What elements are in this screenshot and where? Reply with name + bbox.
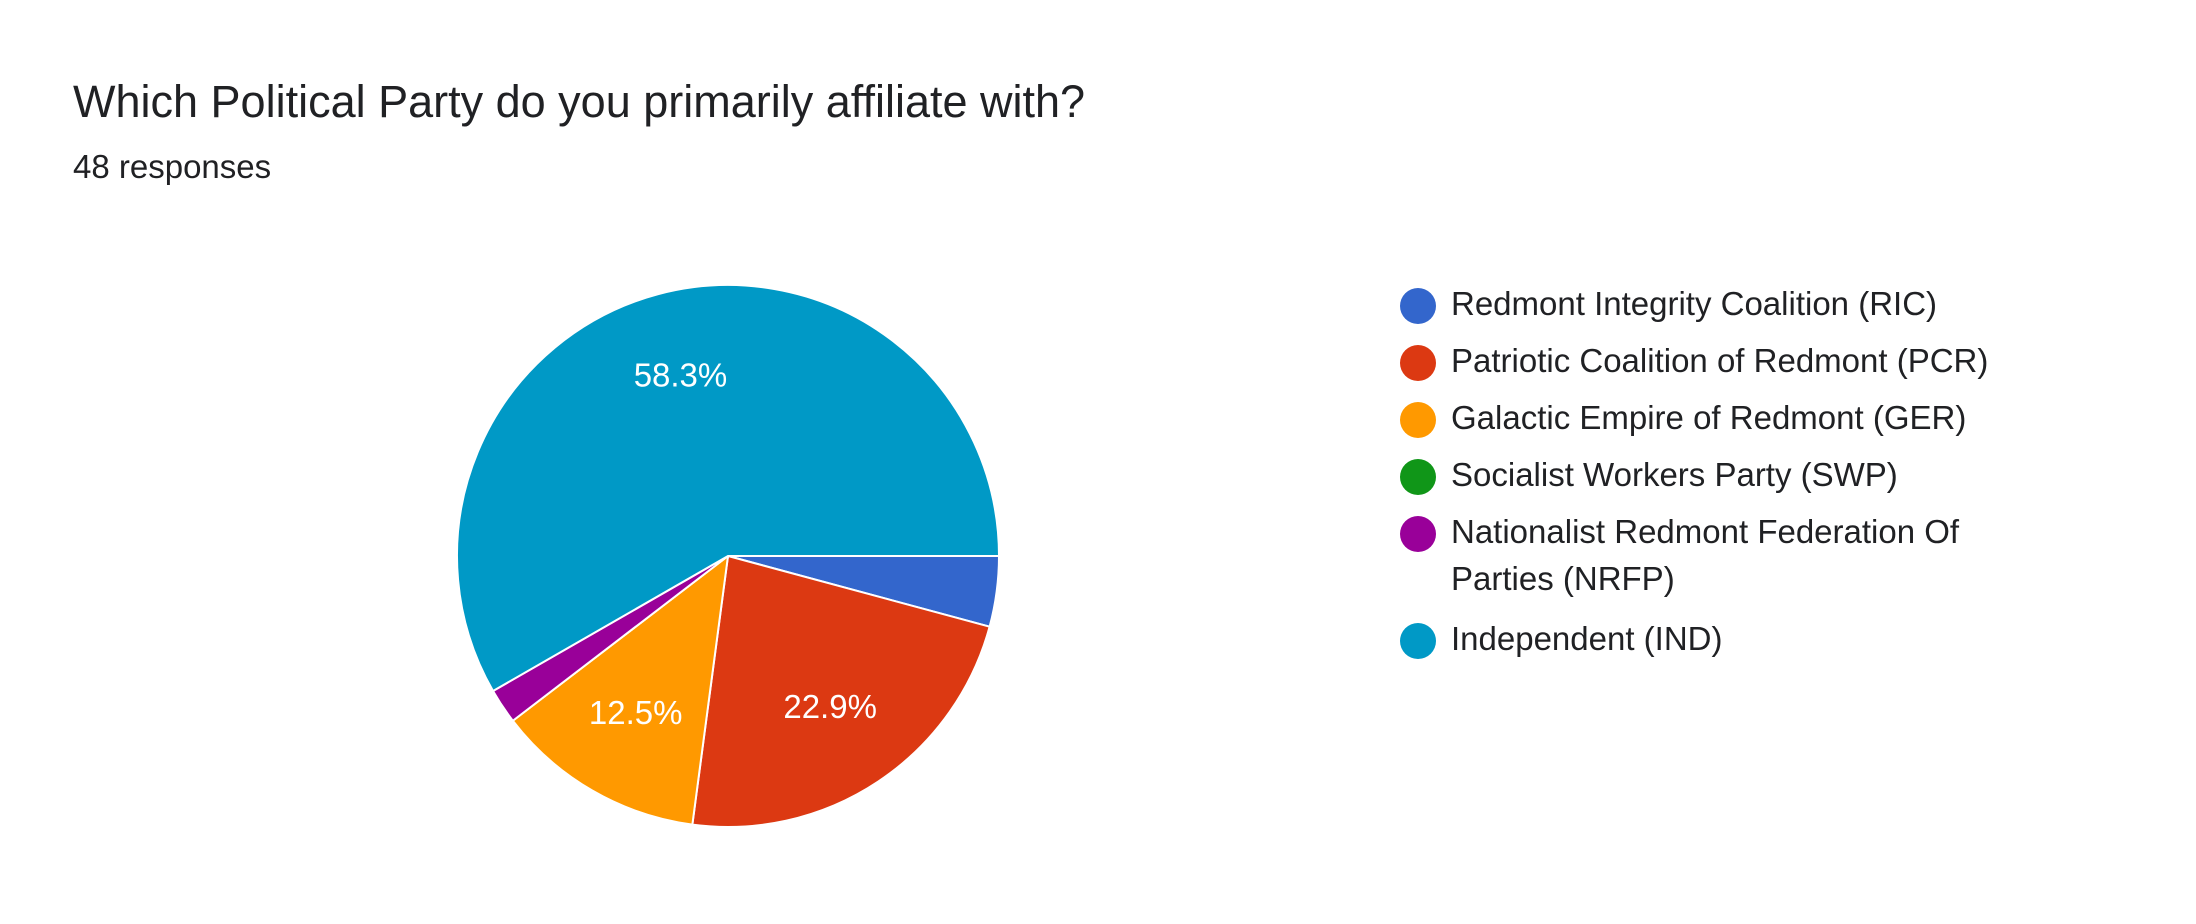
slice-label: 12.5% [589, 694, 683, 731]
legend-swatch [1400, 459, 1436, 495]
pie-slice [456, 284, 1001, 693]
legend-swatch [1400, 623, 1436, 659]
pie-slice [691, 554, 991, 828]
legend-label: Patriotic Coalition of Redmont (PCR) [1451, 342, 1989, 379]
legend-label: Redmont Integrity Coalition (RIC) [1451, 285, 1938, 322]
legend-label: Nationalist Redmont Federation Of Partie… [1451, 513, 1960, 597]
legend-swatch [1400, 345, 1436, 381]
legend-label: Independent (IND) [1451, 620, 1723, 657]
pie-slice [511, 553, 730, 826]
chart-title: Which Political Party do you primarily a… [73, 76, 1086, 127]
legend-swatch [1400, 402, 1436, 438]
chart-subtitle: 48 responses [73, 148, 272, 185]
slice-label: 58.3% [634, 357, 728, 394]
legend-label: Socialist Workers Party (SWP) [1451, 456, 1898, 493]
slice-label: 22.9% [783, 688, 877, 725]
legend-label: Galactic Empire of Redmont (GER) [1451, 399, 1967, 436]
legend-swatch [1400, 516, 1436, 552]
legend-swatch [1400, 288, 1436, 324]
